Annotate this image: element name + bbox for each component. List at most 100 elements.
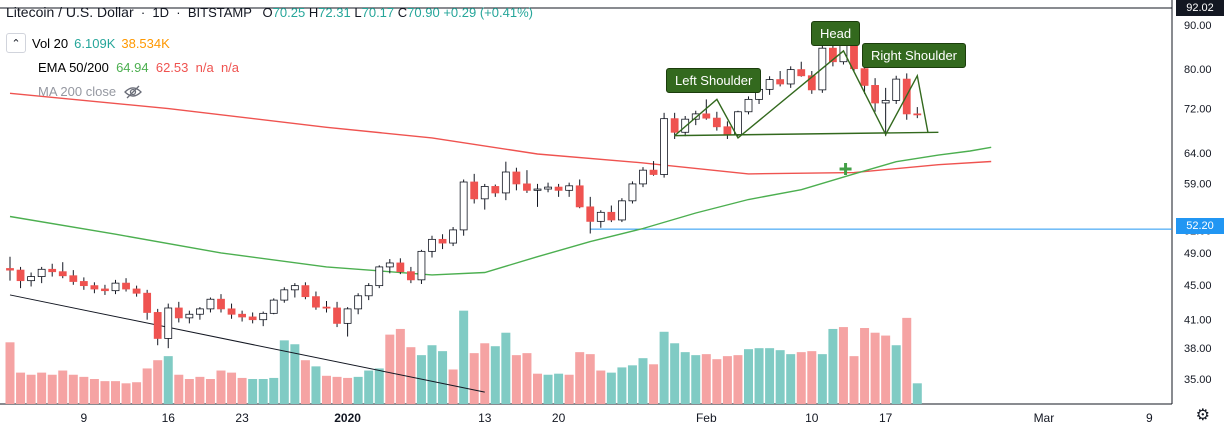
chevron-up-icon[interactable]: ⌃ [6,33,26,53]
volume-bar [606,372,616,404]
volume-bar [227,372,237,404]
candle-body [491,186,500,194]
volume-bar [385,334,395,404]
candle-body [449,229,458,244]
symbol-name[interactable]: Litecoin / U.S. Dollar [6,4,134,20]
volume-bar [311,366,321,404]
volume-bar [543,374,553,404]
volume-bar [533,373,542,404]
volume-bar [353,376,363,404]
candle [364,283,373,301]
candle [354,293,363,315]
candle-body [58,271,67,277]
volume-bar [522,353,532,404]
candle [660,112,668,178]
candle [69,270,78,285]
candle [259,311,268,327]
candle [195,307,204,320]
volume-bar [596,370,606,404]
top-price-badge: 92.02 [1176,0,1224,16]
price-tick-label: 45.00 [1184,280,1212,292]
volume-label[interactable]: Vol 20 [32,35,69,51]
candle-body [786,69,795,85]
candle-body [185,313,194,319]
eye-off-icon[interactable] [124,85,142,99]
volume-bar [269,377,279,404]
candle [618,198,626,223]
candle [807,71,816,94]
candle-body [480,186,489,200]
candle-body [438,238,447,244]
candle-body [881,99,890,104]
candle-body [607,211,616,221]
gear-icon[interactable]: ⚙ [1195,407,1210,424]
candle [79,277,88,290]
volume-bar [26,374,36,404]
candle [101,284,109,295]
ema200-line [9,92,992,175]
candle-body [101,288,109,292]
ma-label[interactable]: MA 200 close [38,84,117,99]
price-tick-label: 38.00 [1184,343,1212,355]
candle [491,184,500,197]
candle-body [691,113,700,120]
volume-bar [438,351,448,404]
volume-legend: ⌃ Vol 20 6.109K 38.534K [6,33,170,53]
head-label: Head [811,21,861,46]
candle-body [618,200,626,221]
volume-bar [132,382,142,404]
candle-body [269,299,278,314]
ma-legend: MA 200 close [38,84,142,99]
volume-bar [248,379,258,404]
volume-bar [459,310,469,404]
candle [143,289,152,320]
candle-body [174,307,183,319]
volume-bar [5,342,15,404]
volume-bar [300,360,310,404]
candle [797,61,806,77]
ema-label[interactable]: EMA 50/200 [38,60,109,75]
close-label: C [397,5,408,20]
candle-body [248,316,257,321]
candle [523,170,531,193]
candle [438,234,447,250]
volume-bar [786,354,796,404]
candle-body [69,275,78,282]
time-tick-label: 17 [879,411,893,425]
volume-bar [184,379,194,404]
volume-bar [881,335,891,404]
candle [206,297,215,313]
volume-bar [111,381,120,404]
candle-body [322,306,331,309]
candle-body [565,185,574,191]
downtrend-line [9,294,485,393]
candle [470,173,479,204]
candle [312,291,320,310]
interval-label[interactable]: 1D [152,5,170,20]
volume-bar [511,355,521,404]
candle-body [375,266,384,287]
candle [280,287,289,303]
volume-bar [754,348,764,404]
volume-bar [722,356,732,404]
candle [58,262,67,279]
time-tick-label: 16 [162,411,176,425]
candle-body [670,118,679,133]
candle-body [501,171,510,194]
volume-bar [448,369,458,404]
volume-bar [47,374,57,404]
low-label: L [354,5,362,20]
candle [913,107,922,119]
candle [6,256,14,281]
candle-body [354,295,363,310]
volume-bar [195,376,205,404]
volume-bar [659,331,669,404]
candle-body [6,268,14,271]
change-value: +0.29 (+0.41%) [443,5,533,20]
volume-bar [627,365,637,404]
volume-bar [121,383,131,404]
time-tick-label: 9 [81,411,88,425]
candle-body [723,126,732,135]
neckline [674,131,939,137]
